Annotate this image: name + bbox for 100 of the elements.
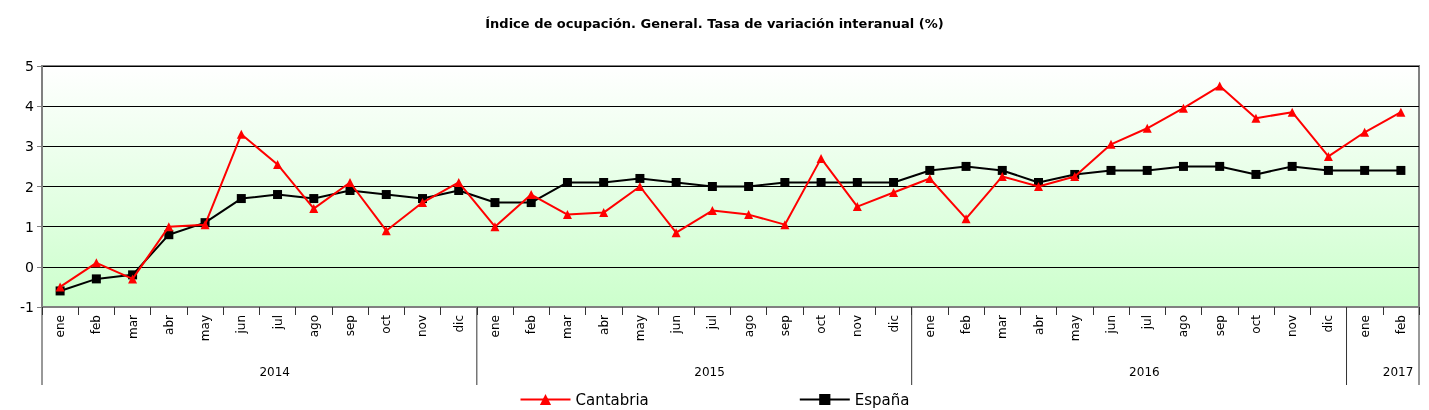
point xyxy=(526,190,536,200)
x-tick-label: ene xyxy=(922,315,937,338)
point xyxy=(526,198,536,208)
point xyxy=(490,198,500,208)
x-tick-label: mar xyxy=(560,314,575,339)
y-tick-label: 5 xyxy=(25,58,34,74)
x-tick-label: oct xyxy=(379,314,394,334)
point xyxy=(417,198,427,208)
point xyxy=(780,177,790,187)
y-tick-label: 2 xyxy=(25,178,34,195)
point xyxy=(562,177,572,187)
point xyxy=(490,222,500,232)
point xyxy=(816,177,826,187)
y-tick-label: 4 xyxy=(25,98,35,115)
point xyxy=(309,194,319,204)
x-tick-label: jun xyxy=(1103,315,1118,335)
y-tick-label: 3 xyxy=(25,138,34,155)
legend-label: Cantabria xyxy=(575,390,649,409)
x-tick-label: ene xyxy=(1357,315,1372,338)
point xyxy=(1215,81,1225,91)
x-tick-label: abr xyxy=(1031,314,1046,335)
point xyxy=(345,177,355,187)
x-tick-label: oct xyxy=(814,314,829,334)
x-tick-label: ene xyxy=(53,315,68,338)
point xyxy=(816,153,826,163)
x-tick-label: feb xyxy=(524,315,539,335)
point xyxy=(1178,161,1188,171)
point xyxy=(707,182,717,191)
x-tick-label: feb xyxy=(89,315,104,335)
point xyxy=(1396,107,1406,117)
point xyxy=(1215,161,1225,171)
x-tick-label: may xyxy=(1067,315,1082,342)
point xyxy=(1360,165,1370,175)
x-tick-label: dic xyxy=(886,315,901,333)
point xyxy=(1142,165,1152,175)
x-tick-label: sep xyxy=(1212,315,1227,337)
point xyxy=(164,222,174,232)
legend-label: España xyxy=(854,390,910,409)
x-tick-label: mar xyxy=(125,314,140,339)
x-tick-label: ago xyxy=(741,315,756,338)
x-tick-label: oct xyxy=(1248,314,1263,334)
text: 2014 xyxy=(259,365,290,379)
point xyxy=(961,161,971,171)
y-tick-label: 0 xyxy=(25,258,34,275)
x-tick-label: nov xyxy=(850,315,865,338)
x-tick-label: abr xyxy=(596,314,611,335)
point xyxy=(562,210,572,220)
point xyxy=(635,173,645,183)
x-tick-label: jun xyxy=(669,315,684,335)
y-tick-label: 1 xyxy=(25,218,34,235)
point xyxy=(889,177,899,187)
y-tick-label: -1 xyxy=(20,299,34,315)
point xyxy=(1251,113,1261,123)
x-tick-label: dic xyxy=(1321,315,1336,333)
point xyxy=(1360,127,1370,137)
x-tick-label: sep xyxy=(777,315,792,337)
point xyxy=(852,202,862,212)
point xyxy=(1142,123,1152,133)
point xyxy=(1287,107,1297,117)
x-tick-label: may xyxy=(198,315,213,342)
point xyxy=(1287,161,1297,171)
point xyxy=(454,177,464,187)
point xyxy=(671,228,681,238)
x-tick-label: may xyxy=(632,315,647,342)
x-tick-label: abr xyxy=(161,314,176,335)
point xyxy=(925,165,935,175)
point xyxy=(997,171,1007,181)
point xyxy=(707,206,717,216)
point xyxy=(273,159,283,169)
point xyxy=(236,194,246,204)
point xyxy=(1251,169,1261,179)
x-tick-label: ago xyxy=(1176,315,1191,338)
point xyxy=(1323,165,1333,175)
x-tick-label: jul xyxy=(270,315,285,331)
point xyxy=(744,182,754,191)
point xyxy=(1106,165,1116,175)
point xyxy=(889,188,899,198)
chart-title: Índice de ocupación. General. Tasa de variación interanual (%) xyxy=(485,16,944,31)
point xyxy=(236,129,246,139)
point xyxy=(1034,182,1044,191)
point xyxy=(997,165,1007,175)
point xyxy=(1396,165,1406,175)
x-tick-label: mar xyxy=(995,314,1010,339)
point xyxy=(1178,103,1188,113)
x-tick-label: jul xyxy=(705,315,720,331)
x-tick-label: sep xyxy=(343,315,358,337)
x-tick-label: jul xyxy=(1140,315,1155,331)
point xyxy=(599,208,609,218)
x-tick-label: jun xyxy=(234,315,249,335)
point xyxy=(671,177,681,187)
point xyxy=(599,177,609,187)
x-tick-label: dic xyxy=(451,315,466,333)
x-tick-label: ene xyxy=(487,315,502,338)
text: 2015 xyxy=(694,365,725,379)
x-tick-label: feb xyxy=(959,315,974,335)
point xyxy=(744,210,754,220)
point xyxy=(1106,139,1116,149)
point xyxy=(961,214,971,224)
point xyxy=(925,173,935,183)
point xyxy=(780,220,790,230)
